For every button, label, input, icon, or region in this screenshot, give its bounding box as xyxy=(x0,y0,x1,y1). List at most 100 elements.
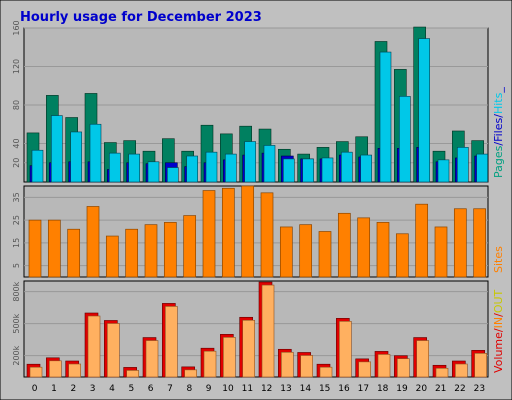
volume-out-bar xyxy=(397,358,410,378)
sites-bar xyxy=(434,226,448,278)
sites-bar xyxy=(221,187,235,278)
hits-bar xyxy=(457,147,469,183)
sites-bar xyxy=(357,217,371,278)
legend-entry: / xyxy=(492,114,505,118)
legend-entry: Files xyxy=(492,117,505,141)
volume-out-bar xyxy=(203,350,217,378)
sites-bar xyxy=(376,222,390,278)
hits-bar xyxy=(244,141,256,183)
x-tick-label: 17 xyxy=(358,384,369,394)
y-tick-label: 500k xyxy=(12,313,21,333)
x-tick-label: 10 xyxy=(222,384,234,394)
y-tick-label: 800k xyxy=(12,281,21,301)
sites-bar xyxy=(28,219,42,278)
volume-out-bar xyxy=(474,353,487,378)
panel-sites: 5 15 25 35 Sites xyxy=(12,185,505,278)
x-tick-label: 19 xyxy=(396,384,408,394)
volume-out-bar xyxy=(49,360,62,378)
sites-bar xyxy=(105,235,119,278)
volume-out-bar xyxy=(281,351,294,378)
x-tick-label: 3 xyxy=(90,384,96,394)
legend-sites: Sites xyxy=(492,246,505,273)
hits-bar xyxy=(360,154,372,183)
hits-bar xyxy=(341,151,353,183)
legend-hits-files-pages: Pages/Files/Hits_ xyxy=(492,87,505,178)
volume-out-bar xyxy=(145,340,159,378)
x-tick-label: 13 xyxy=(280,384,291,394)
volume-out-bar xyxy=(223,337,236,378)
x-tick-label: 9 xyxy=(206,384,212,394)
legend-volume: Volume/IN/OUT xyxy=(492,289,505,373)
x-tick-label: 1 xyxy=(51,384,57,394)
legend-entry: / xyxy=(492,313,505,317)
plot-area xyxy=(23,280,489,378)
legend-entry: Hits xyxy=(492,92,505,114)
hits-bar xyxy=(205,151,218,183)
x-tick-label: 8 xyxy=(186,384,192,394)
x-tick-label: 20 xyxy=(416,384,428,394)
legend-entry: Sites xyxy=(492,246,505,273)
x-axis-labels: 0 1 2 3 4 5 6 7 8 9 10 11 12 13 14 15 16 17 18 19 20 21 22 23 xyxy=(32,384,485,394)
sites-bar xyxy=(395,233,409,278)
sites-bar xyxy=(473,208,487,278)
legend-entry: Pages xyxy=(492,145,505,178)
y-tick-label: 35 xyxy=(12,192,21,202)
chart-panels: 204080120160Pages/Files/Hits_5152535Site… xyxy=(12,20,505,378)
x-tick-label: 18 xyxy=(377,384,389,394)
volume-out-bar xyxy=(126,370,139,378)
x-tick-label: 15 xyxy=(319,384,330,394)
chart-title: Hourly usage for December 2023 xyxy=(20,10,262,25)
hits-bar xyxy=(399,96,411,183)
x-tick-label: 7 xyxy=(167,384,173,394)
y-tick-label: 40 xyxy=(12,138,21,148)
volume-out-bar xyxy=(29,366,43,378)
hits-bar xyxy=(128,153,140,183)
x-tick-label: 5 xyxy=(128,384,134,394)
sites-bar xyxy=(415,203,429,278)
y-tick-label: 25 xyxy=(12,215,21,225)
volume-out-bar xyxy=(300,355,313,378)
hits-bar xyxy=(147,161,160,183)
y-tick-label: 120 xyxy=(12,59,21,74)
hits-bar xyxy=(263,145,276,183)
x-tick-label: 14 xyxy=(300,384,312,394)
sites-bar xyxy=(260,192,274,278)
volume-out-bar xyxy=(242,319,255,378)
x-tick-label: 0 xyxy=(32,384,38,394)
x-tick-label: 22 xyxy=(454,384,465,394)
sites-bar xyxy=(318,231,332,278)
volume-out-bar xyxy=(261,284,275,378)
y-tick-label: 20 xyxy=(12,158,21,168)
legend-entry: _ xyxy=(492,87,505,94)
x-tick-label: 6 xyxy=(148,384,154,394)
hits-bar xyxy=(476,153,488,183)
legend-entry: IN xyxy=(492,317,505,328)
volume-out-bar xyxy=(165,306,178,378)
sites-bar xyxy=(86,206,100,278)
x-tick-label: 23 xyxy=(474,384,485,394)
volume-out-bar xyxy=(358,361,371,378)
volume-out-bar xyxy=(339,321,352,378)
legend-entry: / xyxy=(492,328,505,332)
y-tick-label: 15 xyxy=(12,238,21,248)
volume-out-bar xyxy=(416,340,429,378)
plot-area xyxy=(23,185,489,278)
hits-bar xyxy=(109,152,121,183)
volume-out-bar xyxy=(68,363,81,378)
hits-bar xyxy=(186,155,198,183)
sites-bar xyxy=(453,208,467,278)
hits-bar xyxy=(31,149,44,183)
hits-bar xyxy=(418,38,430,183)
hits-bar xyxy=(283,158,295,183)
legend-entry: Volume xyxy=(492,332,505,373)
hits-bar xyxy=(379,51,392,183)
volume-out-bar xyxy=(87,315,101,378)
y-tick-label: 200k xyxy=(12,345,21,365)
x-tick-label: 12 xyxy=(261,384,272,394)
sites-bar xyxy=(163,222,177,278)
x-tick-label: 4 xyxy=(109,384,115,394)
sites-bar xyxy=(144,224,158,278)
hits-bar xyxy=(437,159,450,183)
sites-bar xyxy=(299,224,313,278)
